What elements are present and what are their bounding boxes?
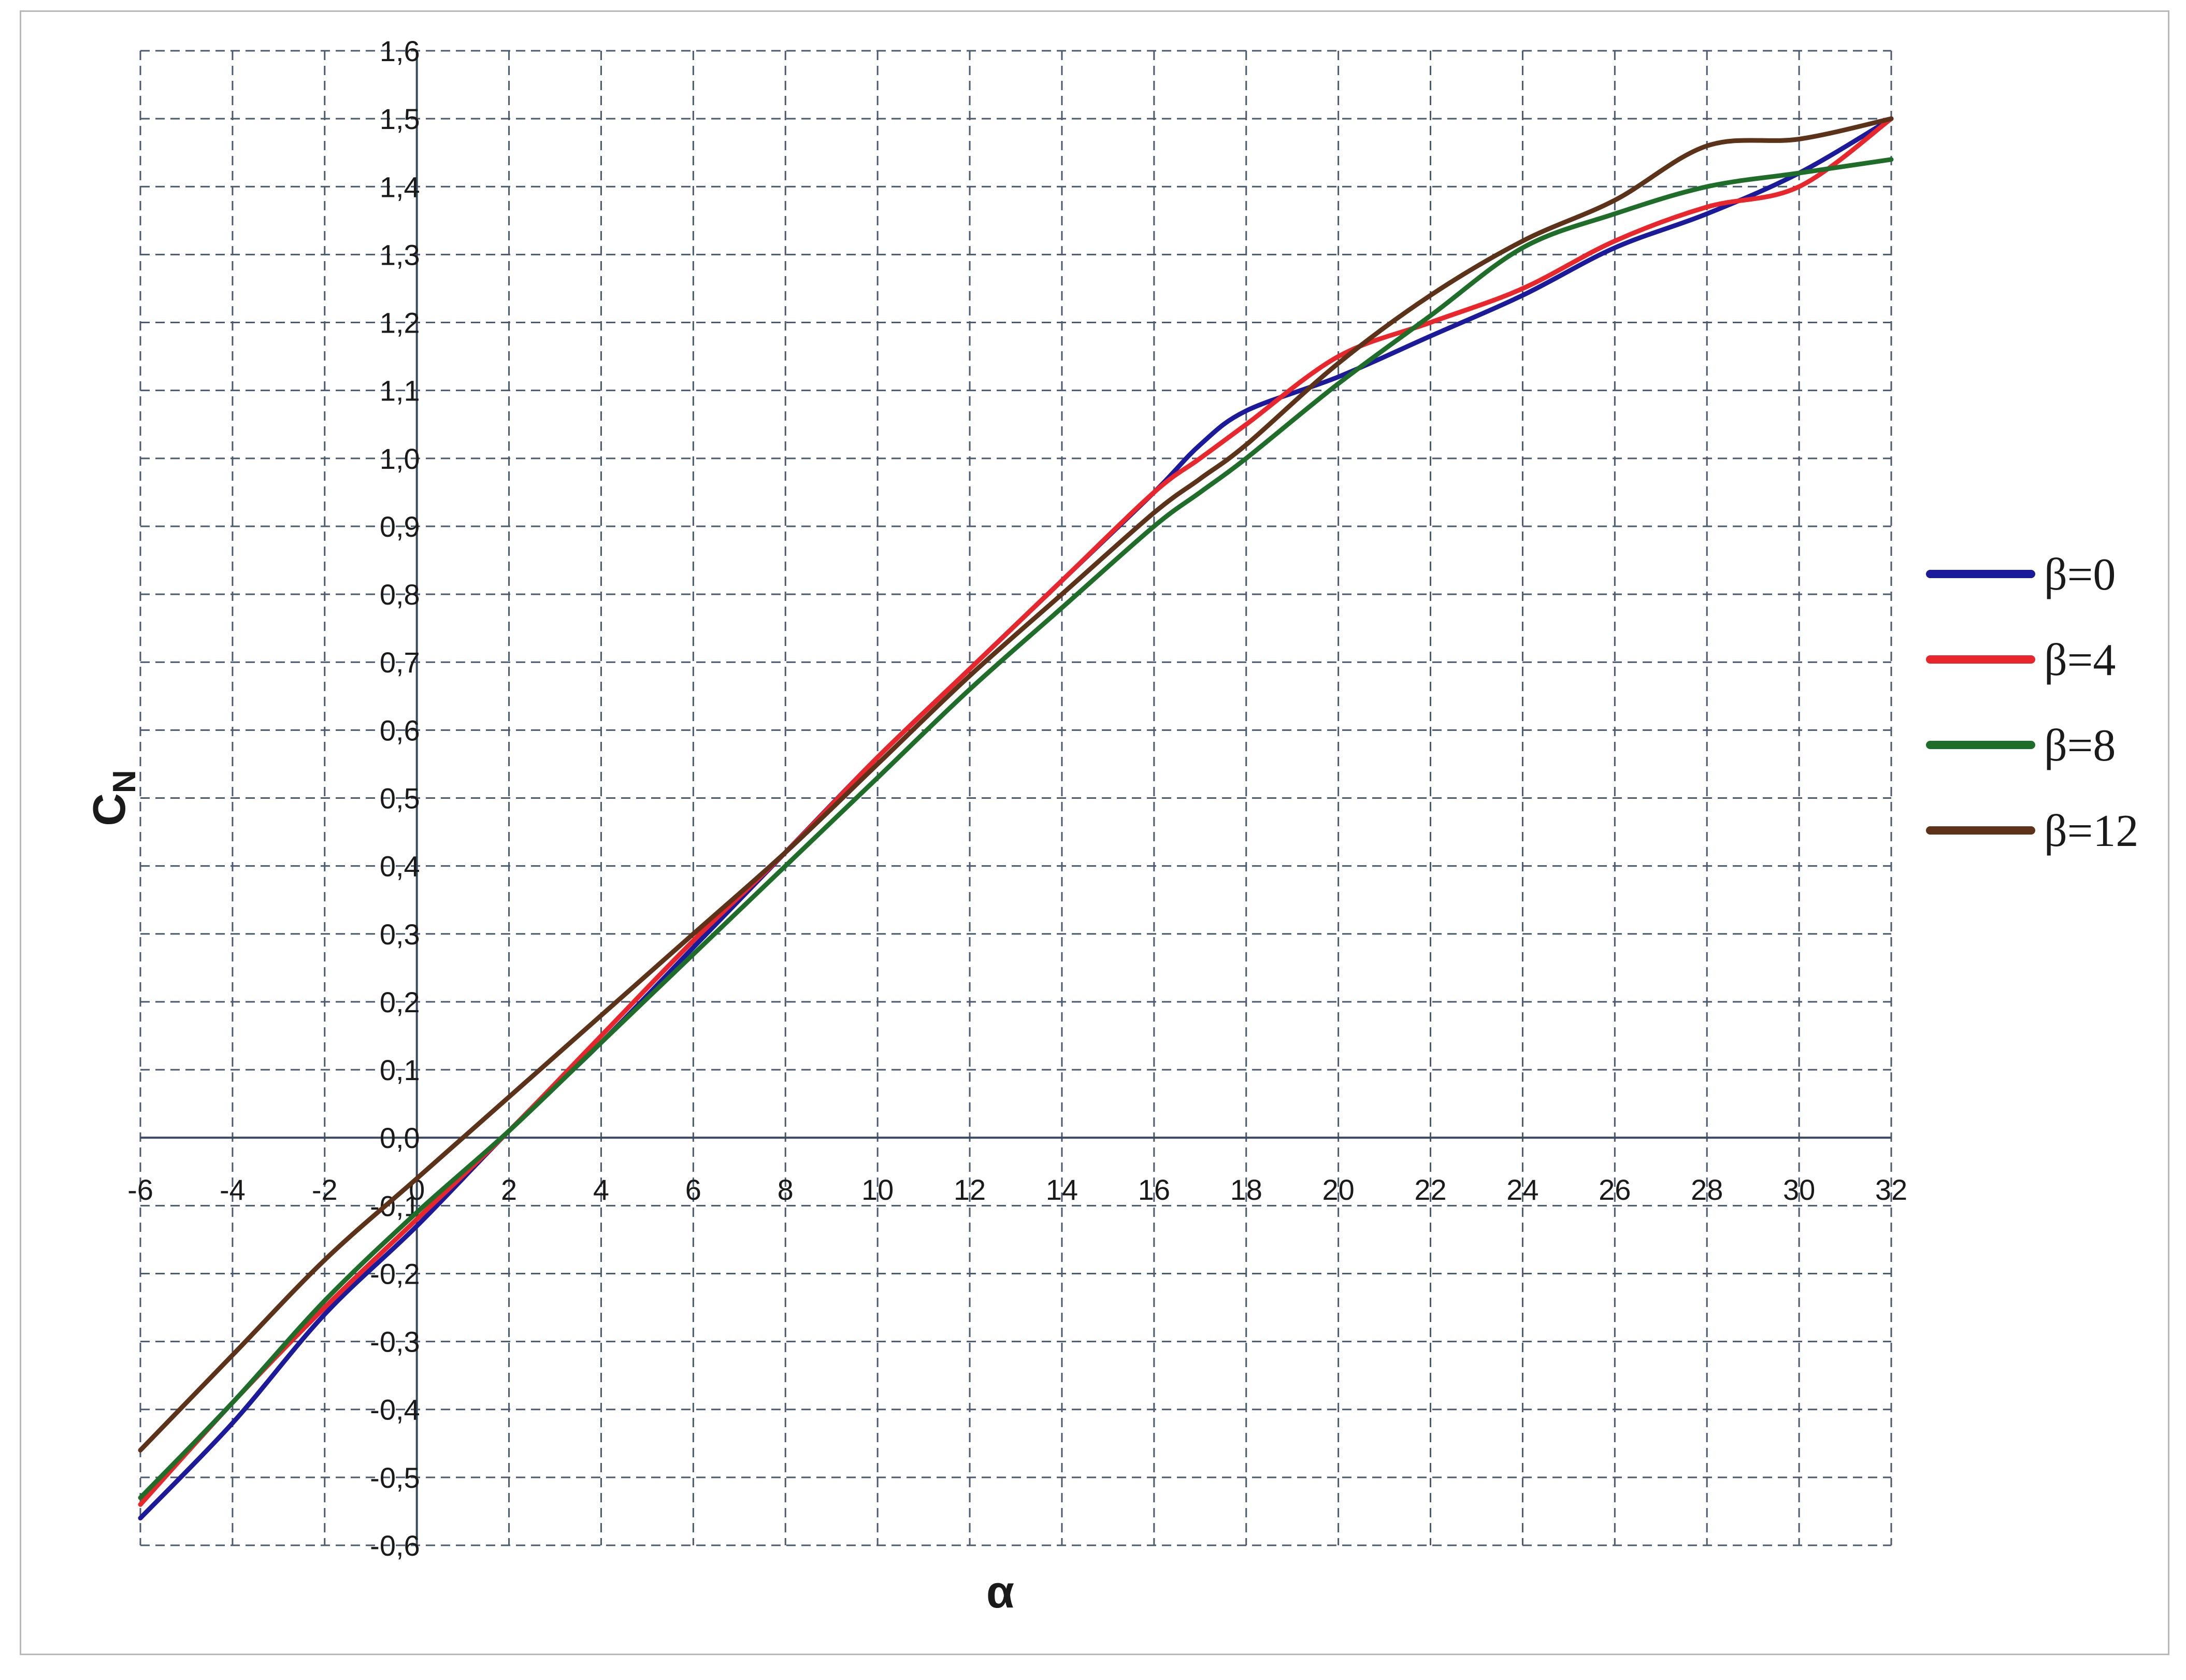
x-tick-label: 10 xyxy=(861,1173,894,1206)
x-tick-label: 16 xyxy=(1138,1173,1170,1206)
y-tick-label: 1,5 xyxy=(380,103,420,135)
y-axis-title: CN xyxy=(83,770,142,826)
y-tick-label: 0,4 xyxy=(380,850,420,883)
legend-label-0: β=0 xyxy=(2044,550,2116,600)
y-tick-label: 1,6 xyxy=(380,35,420,67)
y-tick-label: 0,1 xyxy=(380,1054,420,1086)
chart-canvas: -6 -4 -2 0 2 4 6 8 10 12 14 16 18 20 22 24 26 28 30 32-0,6-… xyxy=(83,35,2138,1617)
x-tick-label: 8 xyxy=(778,1173,794,1206)
x-tick-label: 12 xyxy=(954,1173,986,1206)
x-tick-label: 28 xyxy=(1691,1173,1723,1206)
y-tick-label: 1,3 xyxy=(380,238,420,271)
y-axis-title-main: C xyxy=(83,793,135,826)
series-line-1 xyxy=(138,116,1894,1507)
x-tick-label: 18 xyxy=(1230,1173,1262,1206)
y-tick-label: 0,7 xyxy=(380,646,420,679)
y-tick-label: -0,6 xyxy=(370,1529,420,1562)
series-lines xyxy=(138,116,1894,1520)
legend-label-1: β=4 xyxy=(2044,635,2116,685)
x-tick-label: 6 xyxy=(685,1173,701,1206)
y-tick-label: -0,4 xyxy=(370,1394,420,1426)
x-axis-title: α xyxy=(986,1566,1014,1617)
y-tick-label: -0,3 xyxy=(370,1326,420,1358)
y-tick-label: -0,5 xyxy=(370,1461,420,1494)
y-tick-label: 1,2 xyxy=(380,307,420,339)
x-tick-label: 20 xyxy=(1322,1173,1354,1206)
series-line-3 xyxy=(138,116,1894,1453)
legend-label-3: β=12 xyxy=(2044,806,2138,856)
tick-labels: -6 -4 -2 0 2 4 6 8 10 12 14 16 18 20 22 24 26 28 30 32-0,6-… xyxy=(127,35,1907,1562)
chart-frame: -6 -4 -2 0 2 4 6 8 10 12 14 16 18 20 22 24 26 28 30 32 -0,6-… xyxy=(20,10,2169,1655)
series-line-2 xyxy=(138,157,1894,1500)
y-axis-title-sub: N xyxy=(107,770,142,793)
y-tick-label: 0,8 xyxy=(380,578,420,611)
axis-titles: α CN xyxy=(83,770,1014,1617)
axes xyxy=(140,51,1891,1545)
x-tick-label: 30 xyxy=(1783,1173,1815,1206)
y-tick-label: 0,0 xyxy=(380,1122,420,1154)
x-tick-label: -2 xyxy=(312,1173,338,1206)
y-tick-label: 0,9 xyxy=(380,510,420,543)
y-tick-label: 0,5 xyxy=(380,782,420,815)
y-tick-label: 1,0 xyxy=(380,442,420,475)
y-tick-label: 0,6 xyxy=(380,714,420,746)
x-tick-label: -4 xyxy=(220,1173,246,1206)
x-tick-label: 26 xyxy=(1599,1173,1631,1206)
x-tick-label: 22 xyxy=(1414,1173,1446,1206)
x-tick-label: 24 xyxy=(1506,1173,1538,1206)
y-tick-label: 1,1 xyxy=(380,375,420,407)
x-tick-label: 4 xyxy=(593,1173,609,1206)
y-tick-label: 0,3 xyxy=(380,918,420,951)
legend-label-2: β=8 xyxy=(2044,721,2116,771)
x-tick-label: 14 xyxy=(1046,1173,1078,1206)
x-tick-label: 2 xyxy=(501,1173,517,1206)
y-tick-label: 0,2 xyxy=(380,986,420,1018)
y-tick-label: 1,4 xyxy=(380,170,420,203)
x-tick-label: 32 xyxy=(1875,1173,1907,1206)
x-tick-label: -6 xyxy=(127,1173,153,1206)
legend: β=0 β=4 β=8 β=12 xyxy=(1926,550,2138,856)
